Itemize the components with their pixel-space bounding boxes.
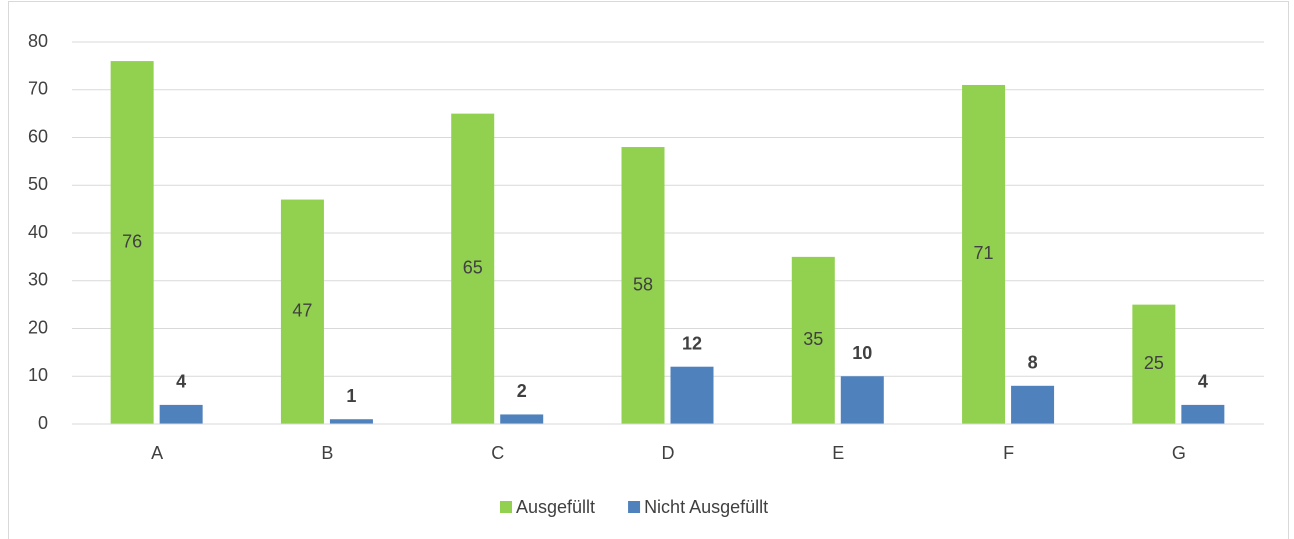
data-label: 4 [1198, 372, 1208, 392]
y-tick-label: 10 [28, 365, 48, 385]
legend-swatch [500, 501, 512, 513]
bar [1132, 304, 1176, 424]
x-tick-label: E [832, 443, 844, 463]
bar [670, 366, 714, 424]
bar [500, 414, 544, 424]
x-tick-label: G [1172, 443, 1186, 463]
x-tick-label: D [662, 443, 675, 463]
bar [621, 147, 665, 425]
data-label: 71 [974, 243, 994, 263]
bar [110, 61, 154, 424]
bar [329, 419, 373, 424]
data-label: 4 [176, 372, 186, 392]
x-tick-label: C [491, 443, 504, 463]
y-tick-label: 70 [28, 79, 48, 99]
y-tick-label: 80 [28, 31, 48, 51]
y-tick-label: 30 [28, 270, 48, 290]
bar [280, 199, 324, 424]
bar [159, 404, 203, 424]
bar [840, 376, 884, 424]
data-label: 65 [463, 258, 483, 278]
legend-label: Nicht Ausgefüllt [644, 497, 768, 517]
bar [1011, 385, 1055, 424]
data-label: 35 [803, 329, 823, 349]
x-tick-label: A [151, 443, 163, 463]
data-label: 76 [122, 231, 142, 251]
data-label: 10 [852, 343, 872, 363]
bar [1181, 404, 1225, 424]
data-label: 47 [292, 301, 312, 321]
x-tick-label: B [321, 443, 333, 463]
data-label: 1 [346, 386, 356, 406]
data-label: 2 [517, 381, 527, 401]
y-tick-label: 0 [38, 413, 48, 433]
x-tick-label: F [1003, 443, 1014, 463]
data-label: 58 [633, 274, 653, 294]
chart-border [8, 1, 1289, 539]
bar [962, 84, 1006, 424]
bar [791, 256, 835, 424]
data-label: 25 [1144, 353, 1164, 373]
data-label: 12 [682, 333, 702, 353]
y-tick-label: 20 [28, 317, 48, 337]
bar [451, 113, 495, 424]
y-tick-label: 50 [28, 174, 48, 194]
legend-label: Ausgefüllt [516, 497, 595, 517]
data-label: 8 [1028, 353, 1038, 373]
y-tick-label: 60 [28, 126, 48, 146]
legend-swatch [628, 501, 641, 513]
y-tick-label: 40 [28, 222, 48, 242]
